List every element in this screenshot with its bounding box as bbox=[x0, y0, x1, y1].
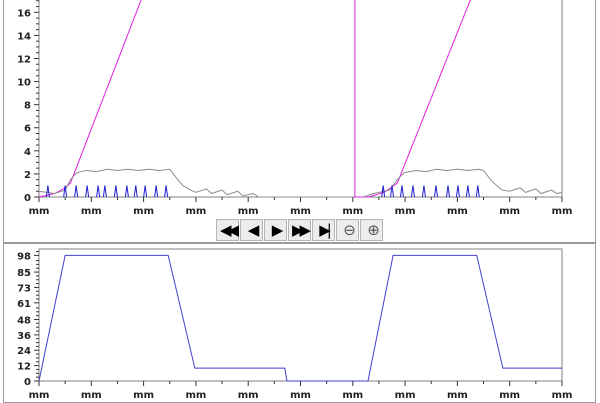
top-chart: mm mm mm mm mm mm mm mm mm mm mm 0 2 4 6 8 10 12 14 16 bbox=[17, 0, 572, 217]
series-line-1 bbox=[363, 168, 562, 198]
x-tick-label: mm bbox=[395, 206, 416, 217]
y-tick-label: 98 bbox=[17, 251, 31, 262]
step-backward-icon: ◀ bbox=[247, 221, 259, 239]
y-tick-label: 36 bbox=[17, 331, 31, 342]
spike-mark bbox=[433, 185, 438, 198]
spike-mark bbox=[96, 185, 101, 198]
spike-mark bbox=[143, 185, 148, 198]
spike-mark bbox=[465, 185, 470, 198]
x-tick-label: mm bbox=[499, 206, 520, 217]
x-tick-label: mm bbox=[185, 390, 206, 400]
x-tick-label: mm bbox=[290, 390, 311, 400]
fast-backward-icon: ◀◀ bbox=[219, 221, 239, 239]
x-tick-label: mm bbox=[29, 390, 50, 400]
fast-forward-button[interactable]: ▶▶ bbox=[288, 219, 311, 241]
zoom-in-icon: ⊕ bbox=[367, 221, 379, 239]
spike-mark bbox=[63, 185, 68, 198]
y-tick-label: 12 bbox=[17, 362, 31, 373]
x-tick-label: mm bbox=[342, 390, 363, 400]
playback-toolbar: ◀◀ ◀ ▶ ▶▶ ▶| ⊖ ⊕ bbox=[216, 219, 384, 241]
series-line-0 bbox=[354, 0, 471, 198]
y-tick-label: 12 bbox=[17, 54, 31, 65]
spike-mark bbox=[399, 185, 404, 198]
y-tick-label: 10 bbox=[17, 78, 31, 89]
play-icon: ▶ bbox=[271, 221, 283, 239]
y-tick-label: 2 bbox=[24, 170, 31, 181]
spike-mark bbox=[421, 185, 426, 198]
spike-mark bbox=[455, 185, 460, 198]
x-tick-label: mm bbox=[290, 206, 311, 217]
step-back-button[interactable]: ◀ bbox=[240, 219, 263, 241]
spike-mark bbox=[164, 185, 169, 198]
y-tick-label: 14 bbox=[17, 31, 31, 42]
spike-mark bbox=[410, 185, 415, 198]
spike-mark bbox=[113, 185, 118, 198]
plot-area bbox=[38, 0, 563, 198]
spike-mark bbox=[102, 185, 107, 198]
series-line-1 bbox=[39, 168, 353, 198]
y-tick-label: 8 bbox=[24, 101, 31, 112]
spike-mark bbox=[74, 185, 79, 198]
spike-mark bbox=[85, 185, 90, 198]
spike-mark bbox=[154, 185, 159, 198]
zoom-out-icon: ⊖ bbox=[343, 221, 355, 239]
spike-mark bbox=[45, 185, 50, 198]
y-tick-label: 85 bbox=[17, 268, 31, 279]
series-group bbox=[39, 254, 562, 382]
x-tick-label: mm bbox=[185, 206, 206, 217]
zoom-out-button[interactable]: ⊖ bbox=[336, 219, 359, 241]
bottom-chart: mm mm mm mm mm mm mm mm mm mm mm 0 12 24 36 48 61 73 85 98 bbox=[17, 248, 573, 400]
spike-mark bbox=[133, 185, 138, 198]
spike-mark bbox=[390, 185, 395, 198]
x-tick-label: mm bbox=[238, 206, 259, 217]
x-tick-label: mm bbox=[238, 390, 259, 400]
zoom-in-button[interactable]: ⊕ bbox=[360, 219, 383, 241]
x-tick-label: mm bbox=[552, 206, 573, 217]
series-line-0 bbox=[39, 254, 562, 382]
skip-to-end-icon: ▶| bbox=[319, 221, 331, 239]
skip-end-button[interactable]: ▶| bbox=[312, 219, 335, 241]
y-tick-label: 61 bbox=[17, 299, 31, 310]
spike-mark bbox=[475, 185, 480, 198]
y-tick-label: 48 bbox=[17, 315, 31, 326]
plot-area bbox=[38, 248, 563, 382]
y-tick-label: 16 bbox=[17, 8, 31, 19]
x-tick-label: mm bbox=[395, 390, 416, 400]
x-tick-label: mm bbox=[342, 206, 363, 217]
x-tick-label: mm bbox=[133, 206, 154, 217]
rewind-button[interactable]: ◀◀ bbox=[216, 219, 239, 241]
play-button[interactable]: ▶ bbox=[264, 219, 287, 241]
y-tick-label: 73 bbox=[17, 283, 31, 294]
x-tick-label: mm bbox=[552, 390, 573, 400]
spike-mark bbox=[381, 185, 386, 198]
y-tick-label: 0 bbox=[24, 193, 31, 204]
x-tick-label: mm bbox=[447, 206, 468, 217]
y-tick-label: 6 bbox=[24, 124, 31, 135]
x-tick-label: mm bbox=[81, 206, 102, 217]
spike-mark bbox=[124, 185, 129, 198]
y-tick-label: 24 bbox=[17, 346, 31, 357]
series-group bbox=[39, 0, 562, 198]
fast-forward-icon: ▶▶ bbox=[291, 221, 311, 239]
x-tick-label: mm bbox=[447, 390, 468, 400]
y-tick-label: 4 bbox=[24, 147, 31, 158]
x-tick-label: mm bbox=[29, 206, 50, 217]
y-tick-label: 0 bbox=[24, 377, 31, 388]
x-tick-label: mm bbox=[133, 390, 154, 400]
x-tick-label: mm bbox=[499, 390, 520, 400]
spike-mark bbox=[445, 185, 450, 198]
x-tick-label: mm bbox=[81, 390, 102, 400]
